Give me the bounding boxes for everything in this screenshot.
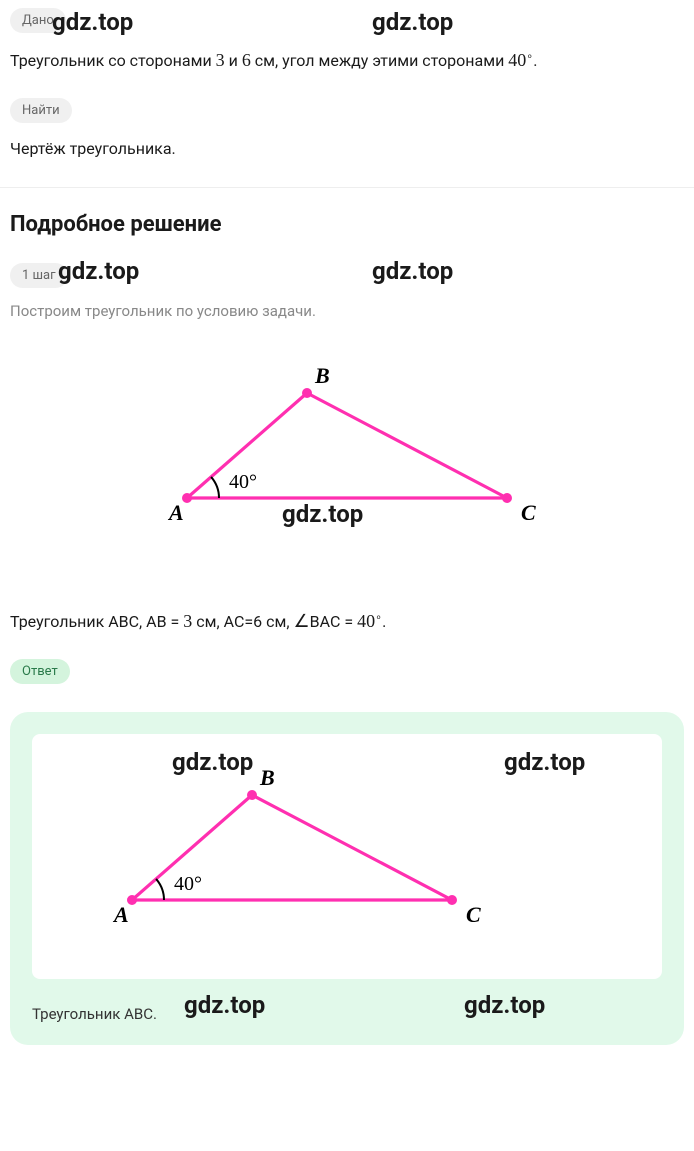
svg-text:A: A: [112, 902, 129, 927]
watermark: gdz.top: [372, 8, 453, 36]
given-badge: Дано: [10, 8, 66, 33]
find-badge: Найти: [10, 98, 72, 123]
svg-text:A: A: [167, 500, 184, 525]
answer-caption: Треугольник ABC. gdz.top gdz.top: [32, 1005, 662, 1023]
watermark: gdz.top: [58, 257, 139, 285]
answer-block: gdz.top gdz.top A B C 40° Треугольник ABC. …: [10, 712, 684, 1045]
svg-text:40°: 40°: [229, 471, 257, 493]
svg-text:B: B: [259, 765, 275, 790]
divider: [0, 187, 694, 188]
svg-text:40°: 40°: [174, 873, 202, 895]
triangle-figure: ABC40° gdz.top: [10, 338, 684, 548]
watermark: gdz.top: [464, 991, 545, 1019]
watermark: gdz.top: [372, 257, 453, 285]
step-text: Построим треугольник по условию задачи.: [10, 302, 684, 320]
watermark: gdz.top: [184, 991, 265, 1019]
svg-text:C: C: [521, 500, 536, 525]
solution-conclusion: Треугольник ABC, AB = 3 см, AC=6 см, ∠BA…: [10, 608, 684, 635]
svg-text:B: B: [314, 363, 330, 388]
find-text: Чертёж треугольника.: [10, 137, 684, 161]
svg-text:C: C: [466, 902, 481, 927]
given-text: Треугольник со сторонами 3 и 6 см, угол …: [10, 47, 684, 74]
solution-heading: Подробное решение: [10, 212, 694, 237]
answer-badge: Ответ: [10, 659, 70, 684]
step-badge: 1 шаг: [10, 263, 68, 288]
